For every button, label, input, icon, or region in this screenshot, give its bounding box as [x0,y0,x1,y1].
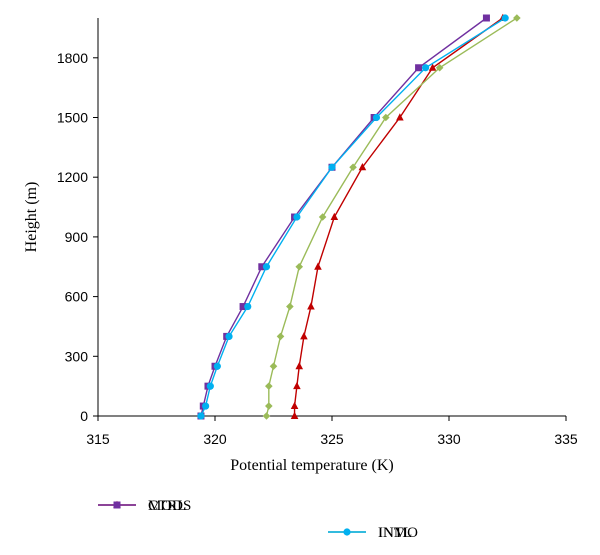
y-tick-label: 300 [65,348,89,364]
data-point-inmo [293,213,301,221]
data-point-mods [415,64,423,72]
data-point-intl [265,402,273,410]
series-mods [197,14,490,420]
data-point-inmo [501,14,509,22]
data-point-ctrl [307,302,315,310]
x-axis-ticks: 315 320 325 330 335 [86,416,578,447]
legend-label-inmo: INMO [378,525,418,541]
data-point-inmo [213,362,221,370]
legend-label-intl: INTL [378,525,412,541]
data-point-ctrl [290,411,299,419]
x-axis-title: Potential temperature (K) [230,457,394,474]
data-point-intl [349,163,357,172]
series-line-mods [200,17,487,417]
data-point-inmo [372,113,381,122]
data-point-intl [265,382,273,390]
data-point-ctrl [300,332,308,340]
data-point-intl [318,213,327,221]
data-point-intl [382,113,390,122]
data-point-intl [435,63,444,72]
data-point-mods [258,263,266,271]
data-point-intl [295,262,304,271]
data-point-intl [513,14,521,22]
data-point-inmo [206,382,214,390]
y-tick-label: 0 [80,408,88,424]
data-point-inmo [225,332,233,340]
y-axis-title: Height (m) [23,182,40,253]
x-tick-label: 335 [554,431,578,447]
data-point-inmo [262,263,271,271]
data-point-ctrl [295,361,304,370]
x-tick-label: 325 [320,431,344,447]
data-point-inmo [422,64,430,72]
legend-item-inmo: INMO [328,525,418,541]
x-tick-label: 315 [86,431,110,447]
data-point-inmo [197,412,205,420]
y-tick-label: 600 [65,289,89,305]
data-point-ctrl [290,401,299,410]
data-point-ctrl [314,262,322,270]
y-tick-label: 1200 [57,169,88,185]
data-point-inmo [244,302,252,311]
data-point-intl [269,362,278,371]
data-point-intl [286,302,294,311]
series-layer [197,13,521,420]
legend-marker-mods [113,501,121,509]
data-point-intl [276,332,285,341]
y-tick-label: 1500 [57,110,88,126]
legend-label-ctrl: CTRL [148,498,186,514]
series-line-inmo [200,17,506,417]
data-point-ctrl [293,381,301,390]
data-point-ctrl [358,162,367,171]
legend-marker-inmo [343,528,351,536]
data-point-intl [262,412,271,420]
y-tick-label: 900 [65,229,89,245]
axes [97,18,566,417]
data-point-inmo [202,402,210,410]
data-point-mods [482,14,490,22]
series-intl [262,14,521,420]
y-tick-label: 1800 [57,50,88,66]
data-point-ctrl [330,212,339,220]
legend: CTRL INTL MODS INMO [98,498,418,541]
x-tick-label: 320 [203,431,227,447]
x-tick-label: 330 [437,431,461,447]
data-point-inmo [328,163,336,171]
legend-item-mods: MODS [98,498,191,514]
series-inmo [197,14,509,420]
legend-label-mods: MODS [148,498,191,514]
y-axis-ticks: 0 300 600 900 1200 1500 1800 [57,50,98,424]
data-point-ctrl [396,113,404,121]
series-line-ctrl [293,17,504,416]
data-point-mods [239,303,247,311]
data-point-ctrl [428,63,437,71]
series-line-intl [265,17,518,417]
